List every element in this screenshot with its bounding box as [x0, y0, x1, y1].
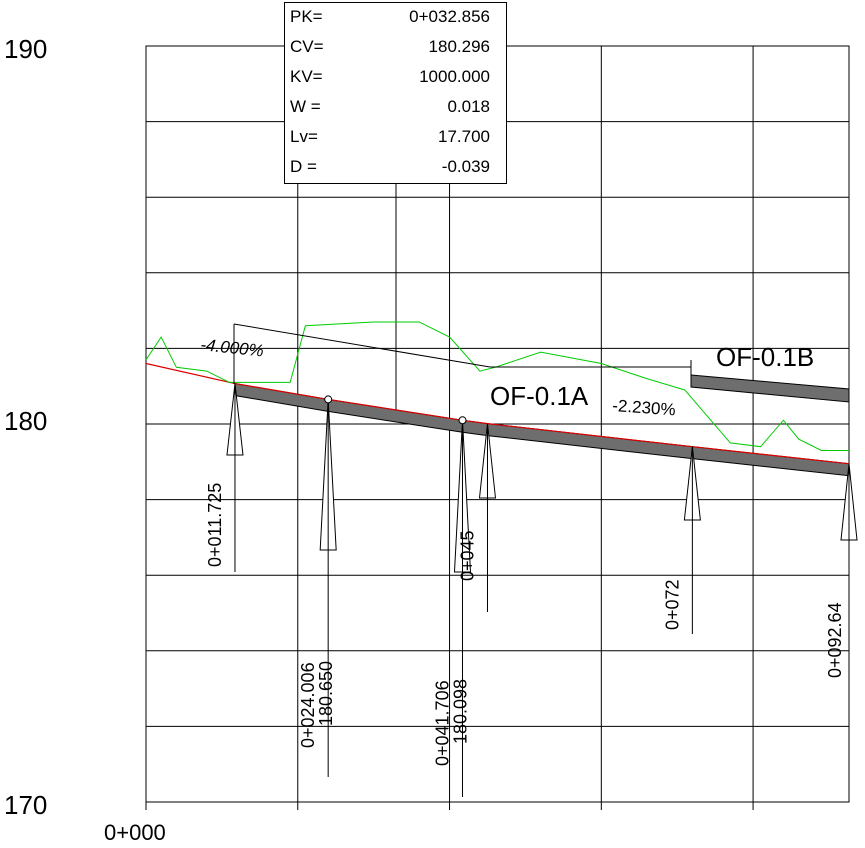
- y-tick-label-180: 180: [4, 406, 48, 436]
- info-value: 0+032.856: [409, 7, 490, 26]
- station-label: 180.650: [316, 661, 336, 726]
- slope-indicator: [233, 323, 691, 368]
- info-row-kv: KV= 1000.000: [285, 65, 506, 91]
- info-label: CV=: [290, 37, 324, 56]
- section-label: OF-0.1A: [490, 381, 589, 411]
- info-value: 180.296: [428, 37, 490, 56]
- info-row-pk: PK= 0+032.856: [285, 5, 506, 31]
- info-row-d: D = -0.039: [285, 155, 506, 181]
- section-label: OF-0.1B: [716, 342, 814, 372]
- vertical-curve-point: [458, 416, 467, 425]
- station-label: 0+011.725: [205, 483, 225, 567]
- info-label: PK=: [290, 7, 323, 26]
- info-label: D =: [290, 157, 317, 176]
- station-label: 0+045: [457, 530, 477, 581]
- station-label: 180.098: [450, 679, 470, 744]
- station-label: 0+072: [662, 579, 682, 630]
- slope-label: -2.230%: [612, 396, 676, 419]
- info-row-w: W = 0.018: [285, 95, 506, 121]
- info-value: 17.700: [438, 127, 490, 146]
- station-label: 0+024.006: [298, 662, 318, 748]
- info-label: W =: [290, 97, 321, 116]
- pipe-band-of-0-1b: [690, 374, 850, 403]
- design-profile-line: [145, 362, 850, 465]
- slope-label: -4.000%: [200, 335, 265, 361]
- x-origin-label: 0+000: [104, 820, 166, 845]
- info-row-cv: CV= 180.296: [285, 35, 506, 61]
- vertical-curve-info-box: PK= 0+032.856 CV= 180.296 KV= 1000.000 W…: [284, 2, 507, 184]
- info-value: 1000.000: [419, 67, 490, 86]
- info-value: -0.039: [441, 157, 490, 176]
- y-tick-label-170: 170: [4, 790, 48, 820]
- info-row-lv: Lv= 17.700: [285, 125, 506, 151]
- info-label: Lv=: [290, 127, 318, 146]
- info-label: KV=: [290, 67, 323, 86]
- station-label: 0+092.64: [825, 602, 845, 678]
- vertical-curve-point: [324, 395, 333, 404]
- info-value: 0.018: [447, 97, 490, 116]
- y-tick-label-190: 190: [4, 34, 48, 64]
- station-label: 0+041.706: [432, 680, 452, 766]
